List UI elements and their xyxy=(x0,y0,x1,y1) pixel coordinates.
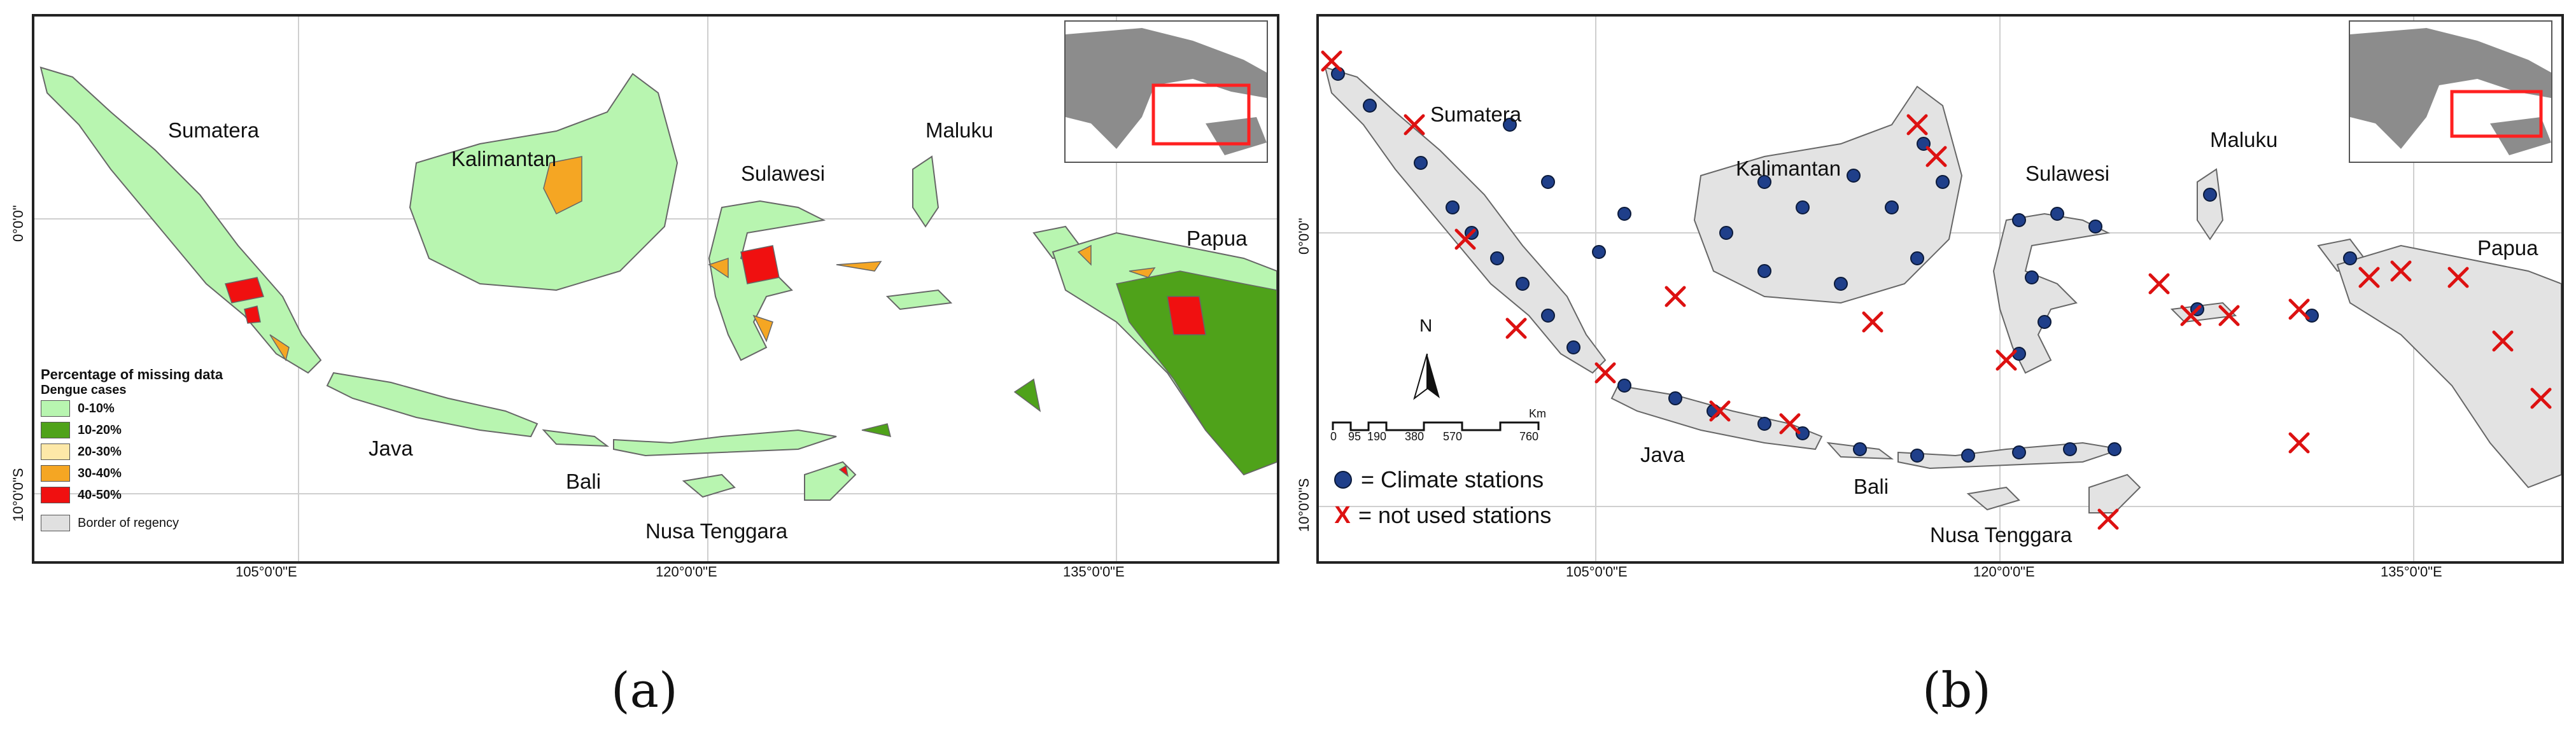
legend-swatch xyxy=(41,443,70,460)
not-used-station-icon: X xyxy=(1334,501,1351,529)
sumatera-island xyxy=(39,66,322,374)
north-label: N xyxy=(1419,316,1433,335)
region-label-kalimantan: Kalimantan xyxy=(1736,157,1841,180)
dengue-missing-data-map xyxy=(34,17,1277,561)
legend-item: 30-40% xyxy=(41,463,223,484)
java-island xyxy=(326,372,538,438)
region-label-bali: Bali xyxy=(566,470,602,493)
region-label-kalimantan: Kalimantan xyxy=(451,147,557,171)
scale-unit: Km xyxy=(1529,407,1546,420)
legend-subtitle: Dengue cases xyxy=(41,383,127,397)
locator-inset-a xyxy=(1064,20,1268,163)
maluku-island xyxy=(912,155,940,228)
x-tick-135e-b: 135°0'0"E xyxy=(2381,564,2442,580)
legend-swatch xyxy=(41,465,70,482)
region-label-nusa-tenggara: Nusa Tenggara xyxy=(1930,523,2073,547)
legend-label: Border of regency xyxy=(78,515,179,530)
legend-label: = Climate stations xyxy=(1361,466,1544,492)
region-label-papua: Papua xyxy=(2477,236,2538,260)
panel-caption-a: (a) xyxy=(611,662,678,718)
legend-item: = Climate stations xyxy=(1334,462,1551,498)
legend-label: 10-20% xyxy=(78,422,122,437)
legend-swatch xyxy=(41,422,70,438)
x-tick-135e-a: 135°0'0"E xyxy=(1063,564,1125,580)
map-panel-b: Sumatera Kalimantan Sulawesi Maluku Papu… xyxy=(1316,14,2564,564)
region-label-sulawesi: Sulawesi xyxy=(2025,162,2110,185)
legend-swatch xyxy=(41,487,70,503)
kalimantan-island xyxy=(409,73,679,291)
map-panel-a: Sumatera Kalimantan Sulawesi Maluku Papu… xyxy=(32,14,1279,564)
region-label-java: Java xyxy=(1640,443,1685,466)
region-label-maluku: Maluku xyxy=(926,118,994,142)
region-label-sumatera: Sumatera xyxy=(1430,102,1522,126)
region-label-nusa-tenggara: Nusa Tenggara xyxy=(645,519,788,543)
scale-tick: 190 xyxy=(1367,430,1387,443)
legend-item: 20-30% xyxy=(41,441,223,463)
panel-caption-b: (b) xyxy=(1922,662,1991,718)
region-label-maluku: Maluku xyxy=(2210,128,2278,151)
region-label-bali: Bali xyxy=(1854,475,1889,498)
legend-label: 0-10% xyxy=(78,401,115,415)
legend-label: 40-50% xyxy=(78,487,122,502)
locator-inset-b xyxy=(2349,20,2552,163)
climate-station-icon xyxy=(1334,471,1352,489)
region-label-sulawesi: Sulawesi xyxy=(741,162,826,185)
legend-label: = not used stations xyxy=(1358,502,1552,528)
x-tick-105e-b: 105°0'0"E xyxy=(1566,564,1628,580)
x-tick-105e-a: 105°0'0"E xyxy=(236,564,297,580)
missing-data-legend: Percentage of missing data Dengue cases … xyxy=(41,367,223,534)
y-tick-0-b: 0°0'0" xyxy=(1296,218,1312,255)
sulawesi-island xyxy=(708,200,826,361)
legend-item: 0-10% xyxy=(41,398,223,419)
scale-tick: 570 xyxy=(1443,430,1463,443)
legend-swatch xyxy=(41,400,70,417)
legend-item-border: Border of regency xyxy=(41,512,223,534)
legend-item: X = not used stations xyxy=(1334,498,1551,533)
scale-tick: 760 xyxy=(1519,430,1539,443)
scale-tick: 0 xyxy=(1330,430,1337,443)
scale-tick: 380 xyxy=(1405,430,1425,443)
legend-swatch xyxy=(41,515,70,531)
region-label-java: Java xyxy=(369,436,413,460)
station-legend: = Climate stations X = not used stations xyxy=(1334,462,1551,533)
scale-bar xyxy=(1332,421,1540,431)
scale-tick: 95 xyxy=(1348,430,1362,443)
region-label-papua: Papua xyxy=(1186,227,1248,250)
legend-title: Percentage of missing data xyxy=(41,367,223,382)
y-tick-10s-b: 10°0'0"S xyxy=(1296,478,1312,532)
y-tick-10s-a: 10°0'0"S xyxy=(10,468,26,522)
legend-label: 30-40% xyxy=(78,466,122,480)
region-label-sumatera: Sumatera xyxy=(168,118,260,142)
legend-label: 20-30% xyxy=(78,444,122,459)
climate-stations-map xyxy=(1319,17,2561,561)
x-tick-120e-b: 120°0'0"E xyxy=(1973,564,2035,580)
legend-item: 40-50% xyxy=(41,484,223,506)
legend-item: 10-20% xyxy=(41,419,223,441)
y-tick-0-a: 0°0'0" xyxy=(10,205,26,242)
north-arrow-icon xyxy=(1413,353,1440,400)
x-tick-120e-a: 120°0'0"E xyxy=(656,564,717,580)
